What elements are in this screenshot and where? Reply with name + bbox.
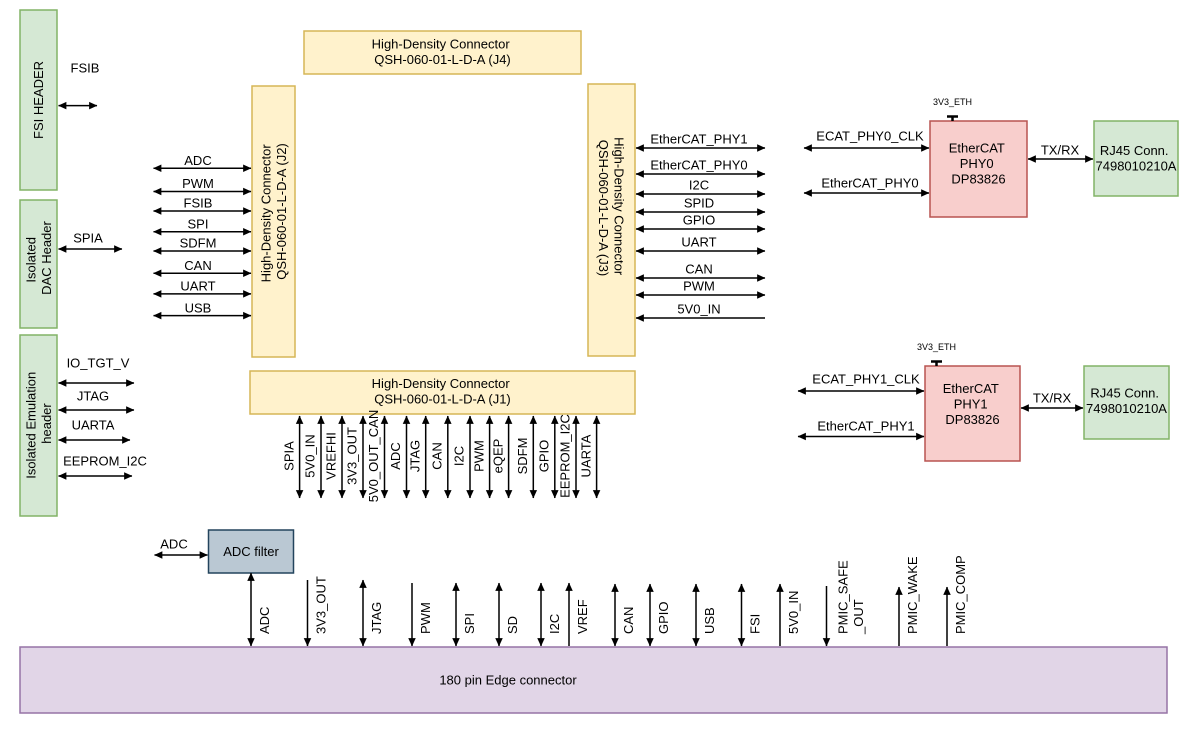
svg-text:SPID: SPID	[684, 196, 714, 211]
svg-text:ECAT_PHY1_CLK: ECAT_PHY1_CLK	[812, 372, 920, 387]
svg-text:eQEP: eQEP	[490, 439, 505, 474]
svg-text:UART: UART	[681, 235, 716, 250]
svg-text:USB: USB	[702, 607, 717, 634]
svg-text:PMIC_WAKE: PMIC_WAKE	[905, 556, 920, 634]
svg-text:EtherCAT_PHY0: EtherCAT_PHY0	[821, 176, 918, 191]
svg-text:GPIO: GPIO	[683, 213, 716, 228]
svg-text:USB: USB	[185, 300, 212, 315]
svg-text:UARTA: UARTA	[578, 434, 593, 477]
svg-text:RJ45 Conn. 7498010210A: RJ45 Conn. 7498010210A	[1096, 143, 1177, 174]
svg-text:ADC: ADC	[184, 153, 211, 168]
svg-text:EtherCAT_PHY0: EtherCAT_PHY0	[650, 158, 747, 173]
svg-text:PWM: PWM	[182, 176, 214, 191]
svg-text:PWM: PWM	[683, 279, 715, 294]
svg-text:EtherCAT_PHY1: EtherCAT_PHY1	[817, 419, 914, 434]
svg-text:3V3_OUT: 3V3_OUT	[314, 576, 329, 634]
svg-text:Isolated DAC Header: Isolated DAC Header	[23, 220, 54, 294]
svg-text:180 pin Edge connector: 180 pin Edge connector	[439, 673, 577, 688]
svg-text:SD: SD	[505, 616, 520, 634]
svg-text:5V0_IN: 5V0_IN	[786, 591, 801, 634]
svg-text:SPIA: SPIA	[281, 441, 296, 471]
svg-text:FSIB: FSIB	[184, 196, 213, 211]
svg-text:ADC: ADC	[388, 442, 403, 469]
svg-text:GPIO: GPIO	[537, 440, 552, 473]
svg-text:High-Density Connector QSH-060: High-Density Connector QSH-060-01-L-D-A …	[372, 376, 514, 407]
svg-text:TX/RX: TX/RX	[1033, 391, 1072, 406]
svg-text:IO_TGT_V: IO_TGT_V	[67, 356, 130, 371]
svg-text:EEPROM_I2C: EEPROM_I2C	[63, 454, 147, 469]
svg-text:High-Density Connector QSH-060: High-Density Connector QSH-060-01-L-D-A …	[596, 137, 627, 279]
svg-text:I2C: I2C	[452, 446, 467, 466]
svg-text:ECAT_PHY0_CLK: ECAT_PHY0_CLK	[816, 129, 924, 144]
svg-text:PMIC_SAFE _OUT: PMIC_SAFE _OUT	[835, 557, 866, 635]
svg-text:UARTA: UARTA	[72, 418, 115, 433]
svg-text:VREF: VREF	[575, 599, 590, 634]
svg-text:CAN: CAN	[685, 262, 712, 277]
svg-text:3V3_OUT: 3V3_OUT	[345, 427, 360, 485]
svg-text:5V0_OUT_CAN: 5V0_OUT_CAN	[366, 410, 381, 502]
svg-text:VREFHI: VREFHI	[324, 432, 339, 480]
svg-text:JTAG: JTAG	[407, 440, 422, 472]
svg-text:3V3_ETH: 3V3_ETH	[917, 342, 956, 352]
svg-text:5V0_IN: 5V0_IN	[303, 434, 318, 477]
svg-text:High-Density Connector QSH-060: High-Density Connector QSH-060-01-L-D-A …	[372, 36, 514, 67]
svg-text:EtherCAT_PHY1: EtherCAT_PHY1	[650, 132, 747, 147]
svg-text:SDFM: SDFM	[515, 438, 530, 475]
svg-text:SPIA: SPIA	[73, 231, 103, 246]
svg-text:ADC: ADC	[160, 537, 187, 552]
svg-text:JTAG: JTAG	[77, 389, 109, 404]
svg-text:SPI: SPI	[188, 217, 209, 232]
svg-text:RJ45 Conn. 7498010210A: RJ45 Conn. 7498010210A	[1086, 385, 1167, 416]
svg-text:ADC filter: ADC filter	[223, 544, 279, 559]
svg-text:UART: UART	[180, 279, 215, 294]
svg-text:CAN: CAN	[621, 607, 636, 634]
svg-text:ADC: ADC	[257, 607, 272, 634]
svg-text:GPIO: GPIO	[656, 601, 671, 634]
svg-text:3V3_ETH: 3V3_ETH	[933, 97, 972, 107]
svg-text:5V0_IN: 5V0_IN	[677, 302, 720, 317]
svg-text:I2C: I2C	[689, 178, 709, 193]
svg-text:PWM: PWM	[471, 440, 486, 472]
svg-text:FSI HEADER: FSI HEADER	[31, 61, 46, 139]
svg-text:PMIC_COMP: PMIC_COMP	[953, 555, 968, 634]
svg-text:JTAG: JTAG	[369, 602, 384, 634]
svg-text:SPI: SPI	[462, 613, 477, 634]
svg-text:High-Density Connector QSH-060: High-Density Connector QSH-060-01-L-D-A …	[258, 141, 289, 283]
svg-text:PWM: PWM	[418, 602, 433, 634]
svg-text:SDFM: SDFM	[180, 236, 217, 251]
svg-text:CAN: CAN	[430, 442, 445, 469]
svg-text:Isolated Emulation header: Isolated Emulation header	[23, 368, 54, 479]
svg-text:FSI: FSI	[748, 614, 763, 634]
svg-text:I2C: I2C	[547, 614, 562, 634]
svg-text:TX/RX: TX/RX	[1041, 143, 1080, 158]
svg-text:EEPROM_I2C: EEPROM_I2C	[558, 414, 573, 498]
svg-text:EtherCAT PHY1 DP83826: EtherCAT PHY1 DP83826	[943, 381, 1003, 427]
svg-text:EtherCAT PHY0 DP83826: EtherCAT PHY0 DP83826	[949, 141, 1009, 187]
svg-text:CAN: CAN	[184, 258, 211, 273]
svg-text:FSIB: FSIB	[71, 61, 100, 76]
